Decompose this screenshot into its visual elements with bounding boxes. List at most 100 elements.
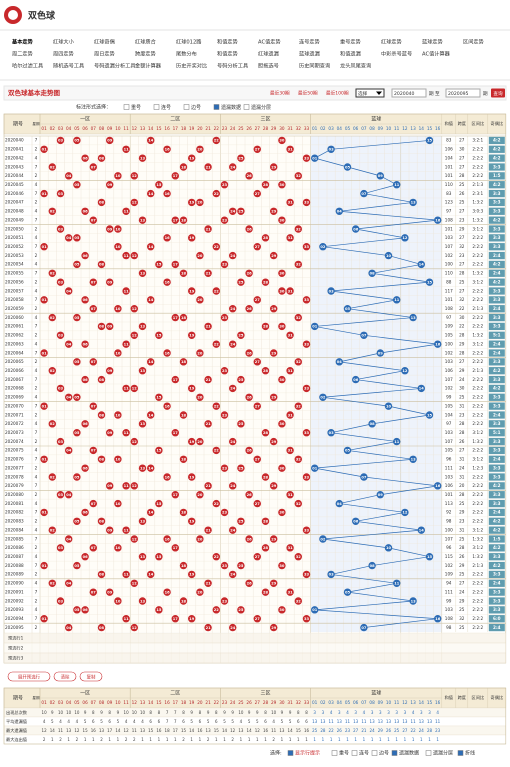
button-label[interactable]: 清除 [61, 673, 70, 680]
red-ball-label: 13 [140, 466, 146, 470]
nav-link[interactable]: 中彩杀号蓝号 [381, 50, 412, 58]
red-ball [171, 216, 179, 224]
red-ball-label: 11 [124, 573, 130, 577]
checkbox[interactable] [331, 750, 338, 756]
week: 2 [35, 147, 38, 152]
nav-link[interactable]: 红球012路 [176, 38, 202, 46]
select-box[interactable] [355, 88, 385, 98]
stat-span: 25 [459, 625, 465, 630]
button-label[interactable]: 复制 [87, 673, 96, 680]
quick-link[interactable]: 最近50期 [298, 90, 318, 97]
nav-link[interactable]: 跨度走势 [135, 50, 156, 58]
red-ball [196, 145, 204, 153]
nav-link[interactable]: 号码分析工具 [217, 62, 248, 70]
nav-link[interactable]: AC值走势 [258, 38, 281, 46]
checkbox[interactable] [287, 750, 294, 756]
checkbox[interactable] [243, 104, 250, 110]
checkbox[interactable] [123, 104, 130, 110]
stat-value: 5 [231, 719, 234, 724]
nav-link[interactable]: 历史开奖对比 [176, 62, 207, 70]
blue-ball-label: 10 [386, 254, 392, 258]
stat-value: 16 [197, 728, 203, 733]
nav-link[interactable]: 区间走势 [463, 38, 484, 46]
red-ball-label: 11 [124, 528, 130, 532]
button[interactable] [7, 671, 51, 682]
blue-number: 09 [378, 126, 384, 131]
red-ball-label: 11 [124, 431, 130, 435]
red-ball [220, 561, 229, 570]
red-ball-label: 18 [181, 218, 187, 222]
checkbox[interactable] [425, 750, 432, 756]
stat-value: 1 [428, 737, 431, 742]
nav-link[interactable]: 和值走势 [217, 50, 238, 58]
nav-link[interactable]: 蓝球走势 [422, 38, 443, 46]
checkbox[interactable] [351, 750, 358, 756]
button[interactable] [79, 671, 103, 682]
nav-link[interactable]: 周日走势 [94, 50, 115, 58]
quick-link[interactable]: 最近100期 [326, 90, 349, 97]
nav-link[interactable]: 周四走势 [53, 50, 74, 58]
red-ball-label: 33 [304, 387, 310, 391]
nav-link[interactable]: 基本走势 [11, 38, 34, 46]
red-ball-label: 08 [99, 458, 105, 462]
red-ball-label: 10 [115, 413, 121, 417]
red-ball [48, 473, 56, 481]
checkbox[interactable] [391, 750, 398, 756]
red-ball-label: 31 [288, 413, 294, 417]
odd-cell [488, 313, 505, 322]
red-ball [188, 331, 196, 339]
input[interactable] [391, 88, 427, 98]
red-ball [89, 446, 98, 455]
nav-link[interactable]: 胆拖选号 [258, 62, 279, 70]
checkbox[interactable] [457, 750, 464, 756]
preselect-label: 预选行3 [8, 654, 24, 661]
query-button[interactable] [491, 88, 505, 98]
red-ball-label: 25 [238, 608, 244, 612]
button[interactable] [53, 671, 77, 682]
nav-link[interactable]: 红球遗漏 [258, 50, 279, 58]
week: 4 [35, 182, 38, 187]
red-ball-label: 16 [165, 192, 171, 196]
nav-link[interactable]: 随机选号工具 [53, 62, 84, 70]
nav-link[interactable]: 金额计算器 [135, 62, 162, 70]
nav-link[interactable]: 龙头凤尾查询 [340, 62, 371, 70]
nav-link[interactable]: 重号走势 [340, 38, 361, 46]
input[interactable] [445, 88, 481, 98]
red-ball [73, 517, 81, 525]
red-ball [155, 331, 163, 339]
issue: 2020051 [5, 235, 24, 240]
nav-link[interactable]: 和值遗漏 [340, 50, 361, 58]
checkbox[interactable] [183, 104, 190, 110]
blue-ball-label: 12 [402, 511, 408, 515]
nav-link[interactable]: 红球奇偶 [94, 38, 115, 46]
quick-link[interactable]: 最近30期 [270, 90, 290, 97]
red-number: 19 [189, 700, 195, 705]
nav-link[interactable]: 蓝球遗漏 [299, 50, 320, 58]
nav-link[interactable]: 和值走势 [217, 38, 238, 46]
nav-link[interactable]: 红球大小 [53, 38, 75, 46]
button-label[interactable]: 展开预选行 [18, 673, 41, 680]
red-number: 20 [197, 126, 203, 131]
red-ball-label: 22 [214, 608, 220, 612]
nav-link[interactable]: 红球走势 [381, 38, 402, 46]
nav-link[interactable]: 红球质合 [135, 38, 157, 46]
nav-link[interactable]: AC值计算器 [422, 50, 451, 58]
nav-link[interactable]: 周二走势 [12, 50, 33, 58]
nav-link[interactable]: 尾数分布 [176, 50, 197, 58]
red-ball-label: 14 [148, 298, 154, 302]
stat-span: 31 [459, 527, 465, 532]
blue-number: 16 [435, 700, 441, 705]
checkbox[interactable] [371, 750, 378, 756]
stat-value: 12 [74, 728, 80, 733]
stat-value: 10 [238, 710, 244, 715]
stat-zone: 2:2:2 [472, 155, 483, 160]
checkbox[interactable] [153, 104, 160, 110]
nav-link[interactable]: 哈尔过滤工具 [12, 62, 43, 70]
nav-link[interactable]: 历史同期查询 [299, 62, 330, 70]
red-ball-label: 18 [181, 413, 187, 417]
nav-link[interactable]: 号码遗漏分析工具 [94, 62, 136, 70]
nav-link[interactable]: 连号走势 [299, 38, 320, 46]
checkbox[interactable] [213, 104, 220, 110]
stat-odd: 2:4 [493, 457, 501, 462]
red-ball [40, 189, 48, 198]
